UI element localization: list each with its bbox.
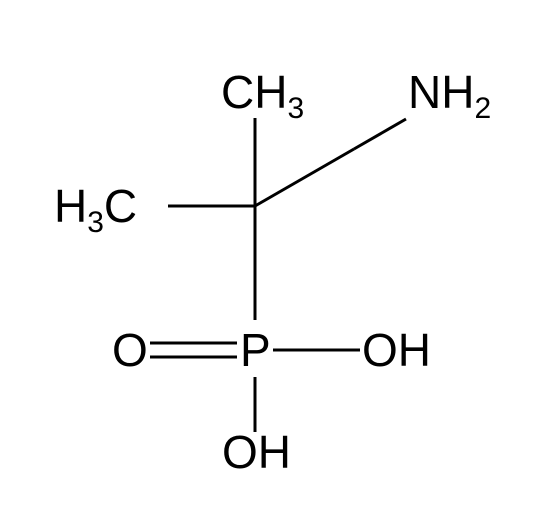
atom-nh2: NH2 xyxy=(408,66,491,125)
bond-ch2-nh2 xyxy=(354,119,406,149)
atom-p: P xyxy=(240,324,271,376)
atom-oh-right: OH xyxy=(362,324,431,376)
atom-ch3-top: CH3 xyxy=(221,66,304,125)
atom-o-dbl: O xyxy=(112,324,148,376)
molecule-diagram: CH3 NH2 H3C O P OH OH xyxy=(0,0,550,527)
bond-c-ch2 xyxy=(255,149,354,206)
atom-oh-bottom: OH xyxy=(222,426,291,478)
atom-h3c-left: H3C xyxy=(54,180,137,239)
